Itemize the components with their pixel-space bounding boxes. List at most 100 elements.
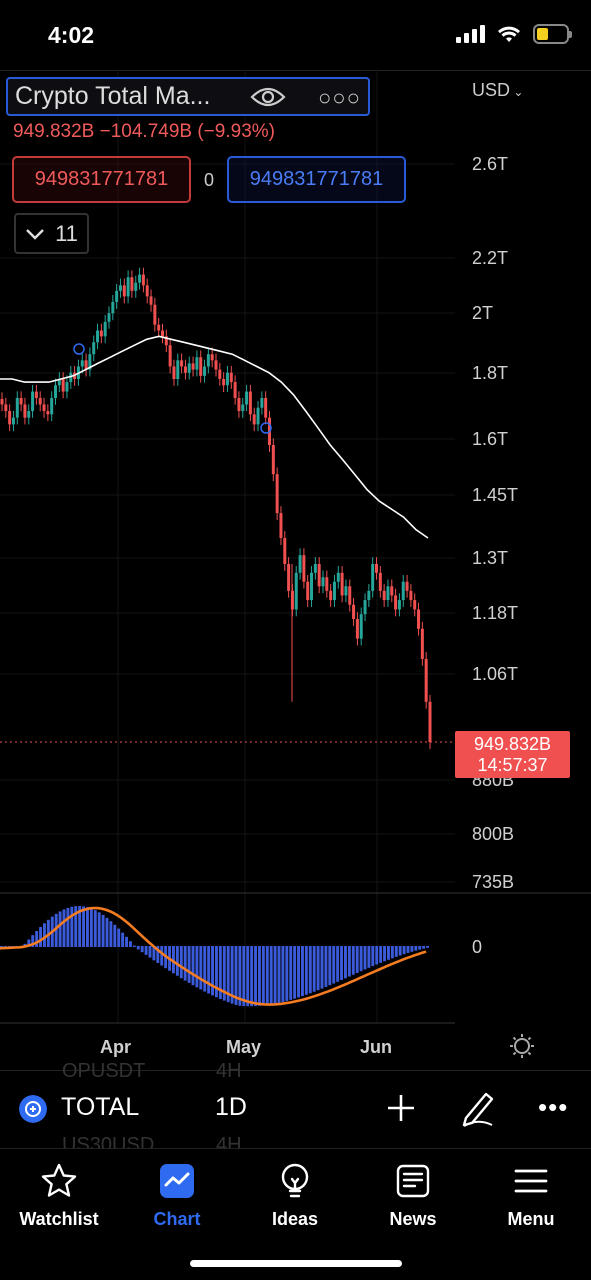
- candle: [38, 391, 42, 412]
- candle: [27, 404, 31, 425]
- candle: [153, 297, 157, 332]
- interval-button[interactable]: 1D: [215, 1093, 247, 1121]
- macd-bar: [394, 946, 398, 957]
- symbol-ticker-button[interactable]: TOTAL: [61, 1093, 140, 1121]
- pen-icon[interactable]: [460, 1088, 496, 1128]
- candle: [206, 347, 210, 374]
- price-tick-label: 2.6T: [472, 154, 508, 174]
- macd-bar: [273, 946, 277, 1004]
- last-price-tag: 949.832B 14:57:37: [455, 731, 570, 778]
- macd-bar: [351, 946, 355, 975]
- candle: [336, 566, 340, 589]
- macd-bar: [140, 946, 144, 953]
- price-tick-label: 2T: [472, 303, 493, 323]
- sell-button[interactable]: 949831771781: [12, 156, 191, 203]
- macd-bar: [324, 946, 328, 987]
- candle: [69, 365, 73, 389]
- more-dots-icon[interactable]: •••: [538, 1092, 569, 1122]
- candle: [161, 323, 164, 344]
- candle: [46, 404, 50, 422]
- macd-bar: [297, 946, 300, 998]
- candle: [92, 335, 96, 362]
- macd-bar: [308, 946, 312, 994]
- price-tick-label: 1.45T: [472, 485, 518, 505]
- price-tick-label: 1.3T: [472, 548, 508, 568]
- nav-label: News: [389, 1209, 437, 1229]
- candle: [141, 267, 145, 293]
- candle: [130, 270, 134, 298]
- macd-bar: [277, 946, 281, 1003]
- macd-bar: [93, 910, 97, 947]
- macd-bar: [258, 946, 261, 1006]
- plus-icon[interactable]: [385, 1092, 417, 1124]
- macd-bar: [89, 908, 93, 947]
- time-axis: Apr May Jun: [100, 1037, 392, 1057]
- candle: [42, 397, 46, 418]
- macd-bar: [406, 946, 410, 953]
- candle: [96, 323, 100, 350]
- candle: [149, 289, 153, 312]
- candle: [306, 574, 310, 607]
- candle: [191, 356, 195, 377]
- macd-bar: [355, 946, 359, 973]
- candle: [118, 278, 122, 298]
- candle: [420, 621, 424, 666]
- indicators-count: 11: [55, 220, 78, 246]
- price-chart[interactable]: 2.6T2.2T2T1.8T1.6T1.45T1.3T1.18T1.06T880…: [0, 70, 591, 1070]
- candle: [126, 270, 130, 304]
- macd-bar: [344, 946, 347, 979]
- candle-countdown: 14:57:37: [477, 755, 548, 775]
- macd-bar: [199, 946, 203, 990]
- macd-bar: [312, 946, 316, 992]
- macd-bar: [70, 906, 74, 947]
- macd-bar: [340, 946, 343, 981]
- macd-bar: [121, 932, 125, 947]
- last-price-value: 949.832B: [473, 734, 552, 754]
- macd-bar: [172, 946, 175, 974]
- candle: [19, 391, 23, 412]
- nav-ideas[interactable]: Ideas: [240, 1161, 350, 1230]
- candle: [332, 574, 336, 607]
- candle: [187, 356, 191, 380]
- candle: [260, 391, 264, 415]
- nav-menu[interactable]: Menu: [476, 1161, 586, 1230]
- macd-bar: [211, 946, 214, 996]
- home-indicator: [190, 1260, 402, 1267]
- macd-bar: [254, 946, 257, 1007]
- candle: [386, 579, 390, 607]
- candle: [313, 557, 317, 580]
- nav-news[interactable]: News: [358, 1161, 468, 1230]
- settings-gear-icon[interactable]: [510, 1034, 534, 1058]
- candle: [199, 350, 203, 383]
- macd-bar: [117, 928, 121, 947]
- moving-average-line: [0, 335, 429, 539]
- currency-selector[interactable]: USD ⌄: [472, 80, 523, 101]
- macd-zero-label: 0: [472, 937, 482, 957]
- nav-watchlist[interactable]: Watchlist: [4, 1161, 114, 1230]
- more-options-icon[interactable]: ○○○: [318, 85, 361, 110]
- candle: [115, 283, 119, 309]
- candle: [390, 579, 394, 603]
- buy-button[interactable]: 949831771781: [227, 156, 406, 203]
- candle: [218, 362, 222, 386]
- symbol-name[interactable]: Crypto Total Ma...: [15, 82, 211, 110]
- candle: [229, 365, 233, 389]
- chart-grid: [0, 70, 455, 1023]
- eye-icon[interactable]: [248, 83, 288, 111]
- candle: [397, 593, 401, 617]
- macd-bar: [191, 946, 195, 986]
- macd-bar: [383, 946, 386, 962]
- macd-bar: [207, 946, 211, 994]
- macd-bar: [31, 935, 35, 947]
- macd-bar: [281, 946, 285, 1002]
- indicators-toggle[interactable]: 11: [14, 213, 89, 254]
- macd-bar: [234, 946, 238, 1005]
- macd-bar: [379, 946, 383, 963]
- candle: [145, 278, 149, 304]
- macd-bar: [332, 946, 336, 984]
- nav-chart[interactable]: Chart: [122, 1161, 232, 1230]
- ghost-watchlist-interval: 4H: [216, 1060, 242, 1082]
- symbol-legend[interactable]: Crypto Total Ma... ○○○: [6, 77, 370, 116]
- candle: [401, 574, 405, 607]
- macd-bar: [250, 946, 254, 1007]
